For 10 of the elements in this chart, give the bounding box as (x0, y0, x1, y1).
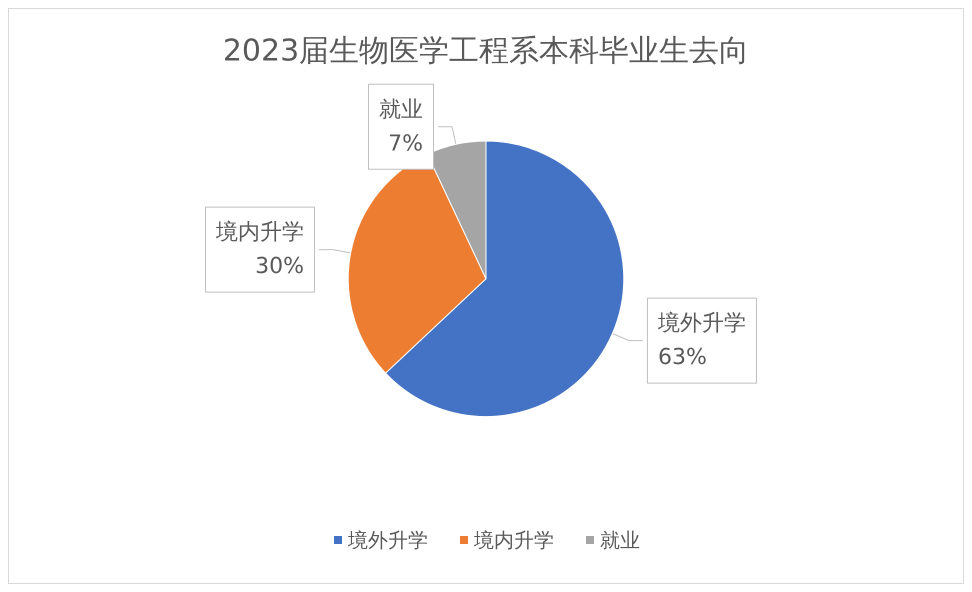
slice-label: 境外升学 (656, 311, 746, 336)
chart-title: 2023届生物医学工程系本科毕业生去向 (222, 34, 750, 68)
slice-label: 就业 (379, 97, 424, 122)
legend-label: 就业 (600, 528, 640, 552)
data-label: 30% (255, 254, 304, 280)
legend-label: 境外升学 (347, 528, 428, 552)
legend-label: 境内升学 (473, 528, 554, 552)
data-label: 63% (658, 345, 707, 370)
data-label: 7% (388, 131, 424, 156)
slice-label: 境内升学 (215, 220, 304, 246)
